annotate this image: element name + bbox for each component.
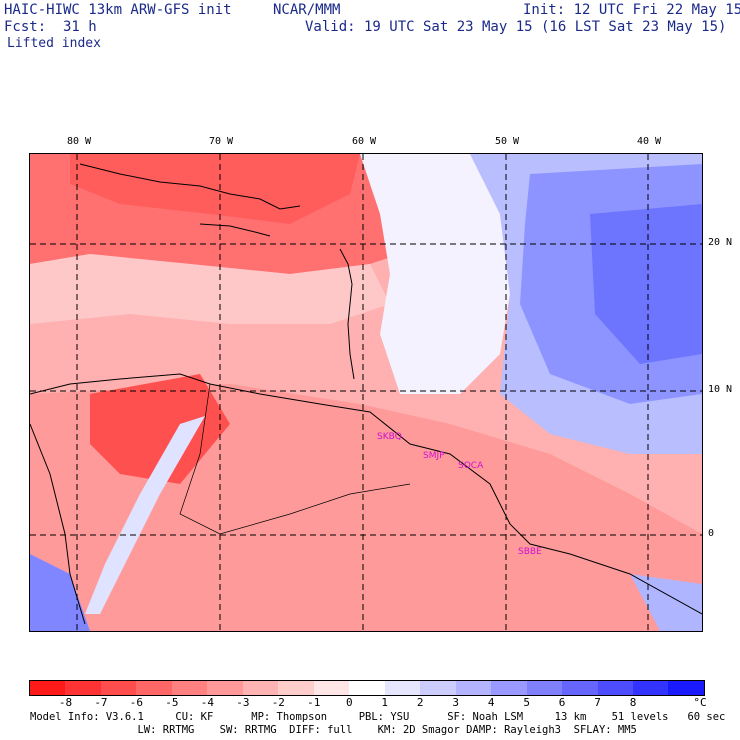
- colorbar-label: 0: [345, 696, 353, 709]
- site-smjp: SMJP: [423, 451, 445, 461]
- lat-label-0: 0: [708, 528, 715, 539]
- colorbar-cell: [597, 681, 633, 695]
- colorbar-cell: [491, 681, 527, 695]
- colorbar-cell: [455, 681, 492, 695]
- lat-label-10n: 10 N: [708, 384, 733, 395]
- colorbar-label: -5: [165, 696, 179, 709]
- forecast-label: Fcst:: [4, 19, 47, 35]
- field-colombia-max: [90, 374, 230, 484]
- field-name: Lifted index: [7, 36, 101, 51]
- coast-lesser-antilles: [339, 248, 355, 380]
- colorbar-cell: [668, 681, 704, 695]
- colorbar-cell: [207, 681, 243, 695]
- colorbar-cell: [65, 681, 101, 695]
- colorbar-label: -8: [58, 696, 73, 709]
- colorbar-label: 2: [416, 696, 424, 709]
- colorbar-cell: [349, 681, 385, 695]
- colorbar-label: 3: [452, 696, 459, 709]
- site-skbq: SKBQ: [377, 432, 402, 442]
- lon-label-70w: 70 W: [209, 136, 234, 147]
- lon-label-60w: 60 W: [352, 136, 377, 147]
- org-label: NCAR/MMM: [273, 2, 341, 18]
- lon-label-50w: 50 W: [495, 136, 520, 147]
- colorbar-label: -2: [271, 696, 285, 709]
- colorbar-cell: [384, 681, 421, 695]
- coast-cuba: [79, 163, 301, 210]
- colorbar-label: -7: [94, 696, 108, 709]
- site-soca: SOCA: [458, 461, 484, 471]
- coast-hispaniola: [199, 223, 271, 237]
- model-title: HAIC-HIWC 13km ARW-GFS init: [4, 2, 232, 18]
- colorbar-cell: [242, 681, 279, 695]
- lifted-index-map: [29, 153, 703, 632]
- colorbar-cell: [30, 681, 66, 695]
- colorbar-label: 4: [487, 696, 495, 709]
- colorbar-cell: [278, 681, 314, 695]
- field-neutral-zone: [360, 154, 510, 394]
- colorbar: [29, 680, 705, 696]
- coast-south-america: [30, 373, 702, 615]
- colorbar-unit: °C: [693, 696, 707, 709]
- field-caribbean-core: [70, 154, 360, 224]
- lon-label-80w: 80 W: [67, 136, 92, 147]
- colorbar-cell: [313, 681, 350, 695]
- field-andes: [85, 416, 205, 614]
- valid-time: Valid: 19 UTC Sat 23 May 15 (16 LST Sat …: [305, 19, 727, 35]
- colorbar-cell: [136, 681, 172, 695]
- colorbar-label: -1: [307, 696, 321, 709]
- lat-label-20n: 20 N: [708, 237, 733, 248]
- init-time: Init: 12 UTC Fri 22 May 15: [523, 2, 740, 18]
- colorbar-label: 7: [594, 696, 601, 709]
- colorbar-label: -4: [200, 696, 214, 709]
- field-pacific: [30, 554, 90, 631]
- colorbar-cell: [100, 681, 137, 695]
- forecast-hour: 31 h: [63, 19, 97, 35]
- lon-label-40w: 40 W: [637, 136, 662, 147]
- model-info-line2: LW: RRTMG SW: RRTMG DIFF: full KM: 2D Sm…: [30, 724, 637, 736]
- grid-lines: [30, 154, 702, 631]
- colorbar-label: 8: [629, 696, 637, 709]
- colorbar-label: 5: [523, 696, 530, 709]
- colorbar-label: -6: [129, 696, 144, 709]
- site-sbbe: SBBE: [518, 547, 542, 557]
- colorbar-label: 6: [558, 696, 566, 709]
- colorbar-cell: [632, 681, 669, 695]
- field-pale-band: [30, 254, 390, 324]
- colorbar-cell: [562, 681, 598, 695]
- colorbar-cell: [526, 681, 563, 695]
- colorbar-cell: [420, 681, 456, 695]
- colorbar-cell: [171, 681, 208, 695]
- model-info-line1: Model Info: V3.6.1 CU: KF MP: Thompson P…: [30, 711, 726, 723]
- coast-pacific: [30, 423, 86, 625]
- colorbar-label: -3: [236, 696, 250, 709]
- colorbar-label: 1: [381, 696, 389, 709]
